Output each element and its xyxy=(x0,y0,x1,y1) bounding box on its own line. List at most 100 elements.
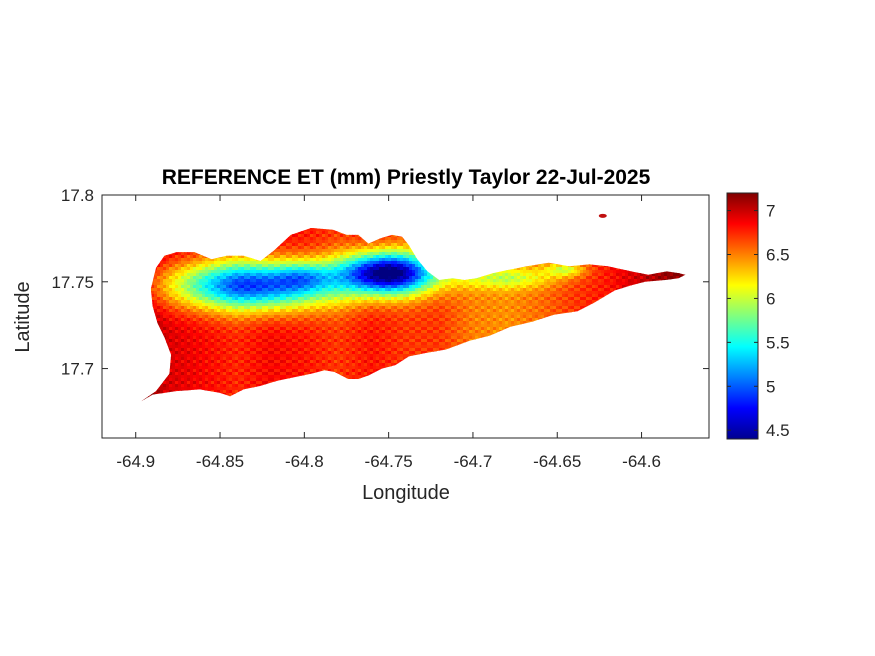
heat-cell xyxy=(343,369,347,373)
heat-cell xyxy=(202,288,206,292)
heat-cell xyxy=(343,354,347,358)
heat-cell xyxy=(196,273,200,277)
heat-cell xyxy=(166,255,170,259)
heat-cell xyxy=(253,321,257,325)
heat-cell xyxy=(259,312,263,316)
heat-cell xyxy=(265,330,269,334)
heat-cell xyxy=(151,288,155,292)
heat-cell xyxy=(301,348,305,352)
heat-cell xyxy=(262,348,266,352)
heat-cell xyxy=(319,324,323,328)
heat-cell xyxy=(235,387,239,391)
heat-cell xyxy=(181,285,185,289)
heat-cell xyxy=(367,264,371,268)
heat-cell xyxy=(298,303,302,307)
heat-cell xyxy=(304,231,308,235)
heat-cell xyxy=(268,324,272,328)
heat-cell xyxy=(331,369,335,373)
heat-cell xyxy=(247,291,251,295)
heat-cell xyxy=(253,366,257,370)
heat-cell xyxy=(238,378,242,382)
heat-cell xyxy=(265,318,269,322)
heat-cell xyxy=(361,279,365,283)
heat-cell xyxy=(226,297,230,301)
heat-cell xyxy=(346,357,350,361)
heat-cell xyxy=(271,291,275,295)
heat-cell xyxy=(190,336,194,340)
heat-cell xyxy=(184,252,188,256)
heat-cell xyxy=(217,369,221,373)
heat-cell xyxy=(337,312,341,316)
heat-cell xyxy=(307,309,311,313)
heat-cell xyxy=(301,360,305,364)
heat-cell xyxy=(358,264,362,268)
heat-cell xyxy=(307,300,311,304)
heat-cell xyxy=(331,270,335,274)
heat-cell xyxy=(310,366,314,370)
heat-cell xyxy=(190,372,194,376)
heat-cell xyxy=(157,309,161,313)
heat-cell xyxy=(337,255,341,259)
heat-cell xyxy=(223,267,227,271)
heat-cell xyxy=(337,321,341,325)
heat-cell xyxy=(265,381,269,385)
heat-cell xyxy=(328,306,332,310)
heat-cell xyxy=(292,339,296,343)
heat-cell xyxy=(283,339,287,343)
heat-cell xyxy=(208,345,212,349)
heat-cell xyxy=(190,282,194,286)
heat-cell xyxy=(355,357,359,361)
heat-cell xyxy=(253,351,257,355)
heat-cell xyxy=(154,312,158,316)
heat-cell xyxy=(205,327,209,331)
heat-cell xyxy=(259,333,263,337)
heat-cell xyxy=(352,234,356,238)
heat-cell xyxy=(187,384,191,388)
heat-cell xyxy=(211,330,215,334)
heat-cell xyxy=(331,354,335,358)
heat-cell xyxy=(151,291,155,295)
heat-cell xyxy=(241,369,245,373)
heat-cell xyxy=(202,387,206,391)
heat-cell xyxy=(208,378,212,382)
heat-cell xyxy=(178,372,182,376)
heat-cell xyxy=(304,327,308,331)
heat-cell xyxy=(307,345,311,349)
heat-cell xyxy=(196,276,200,280)
heat-cell xyxy=(271,372,275,376)
heat-cell xyxy=(364,243,368,247)
heat-cell xyxy=(163,273,167,277)
heat-cell xyxy=(361,267,365,271)
heat-cell xyxy=(163,294,167,298)
heat-cell xyxy=(178,384,182,388)
heat-cell xyxy=(277,360,281,364)
heat-cell xyxy=(229,282,233,286)
heat-cell xyxy=(190,381,194,385)
heat-cell xyxy=(181,297,185,301)
heat-cell xyxy=(277,327,281,331)
heat-cell xyxy=(319,276,323,280)
heat-cell xyxy=(352,324,356,328)
heat-cell xyxy=(322,270,326,274)
heat-cell xyxy=(268,288,272,292)
heat-cell xyxy=(349,276,353,280)
heat-cell xyxy=(271,318,275,322)
heat-cell xyxy=(292,342,296,346)
heat-cell xyxy=(250,294,254,298)
heat-cell xyxy=(292,303,296,307)
heat-cell xyxy=(301,351,305,355)
heat-cell xyxy=(292,306,296,310)
heat-cell xyxy=(232,369,236,373)
heat-cell xyxy=(280,300,284,304)
heat-cell xyxy=(301,246,305,250)
heat-cell xyxy=(193,303,197,307)
heat-cell xyxy=(286,258,290,262)
heat-cell xyxy=(364,249,368,253)
heat-cell xyxy=(307,231,311,235)
heat-cell xyxy=(331,261,335,265)
heat-cell xyxy=(175,315,179,319)
heat-cell xyxy=(253,360,257,364)
heat-cell xyxy=(307,351,311,355)
heat-cell xyxy=(268,312,272,316)
heat-cell xyxy=(268,330,272,334)
